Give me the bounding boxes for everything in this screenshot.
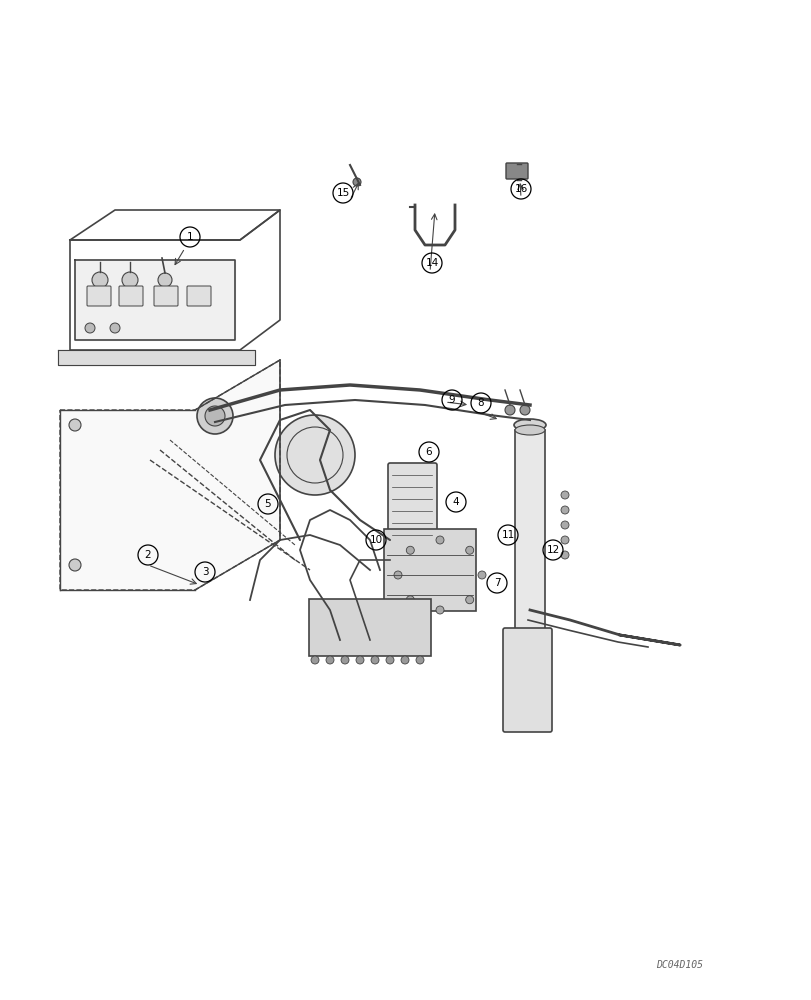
- Circle shape: [393, 571, 401, 579]
- Polygon shape: [58, 350, 255, 365]
- Text: 14: 14: [425, 258, 438, 268]
- Text: 10: 10: [369, 535, 382, 545]
- Circle shape: [466, 546, 473, 554]
- FancyBboxPatch shape: [384, 529, 475, 611]
- Circle shape: [560, 551, 569, 559]
- Circle shape: [341, 656, 349, 664]
- Ellipse shape: [513, 419, 545, 431]
- Polygon shape: [75, 260, 234, 340]
- Circle shape: [519, 405, 530, 415]
- Circle shape: [158, 273, 172, 287]
- Text: 12: 12: [546, 545, 559, 555]
- Text: 15: 15: [336, 188, 350, 198]
- Circle shape: [371, 656, 379, 664]
- Circle shape: [85, 323, 95, 333]
- Circle shape: [325, 656, 333, 664]
- FancyBboxPatch shape: [309, 599, 431, 656]
- Circle shape: [197, 398, 233, 434]
- Circle shape: [353, 178, 361, 186]
- Text: 16: 16: [513, 184, 527, 194]
- Circle shape: [122, 272, 138, 288]
- Circle shape: [406, 546, 414, 554]
- FancyBboxPatch shape: [187, 286, 211, 306]
- FancyBboxPatch shape: [505, 163, 527, 179]
- Circle shape: [415, 656, 423, 664]
- Text: 3: 3: [201, 567, 208, 577]
- Text: 8: 8: [477, 398, 483, 408]
- Text: 2: 2: [144, 550, 151, 560]
- FancyBboxPatch shape: [154, 286, 178, 306]
- FancyBboxPatch shape: [514, 430, 544, 710]
- Circle shape: [401, 656, 409, 664]
- Circle shape: [385, 656, 393, 664]
- Circle shape: [355, 656, 363, 664]
- Circle shape: [560, 491, 569, 499]
- Polygon shape: [60, 360, 280, 590]
- Circle shape: [92, 272, 108, 288]
- Circle shape: [109, 323, 120, 333]
- Circle shape: [436, 606, 444, 614]
- Text: 6: 6: [425, 447, 431, 457]
- Circle shape: [436, 536, 444, 544]
- Text: 11: 11: [500, 530, 514, 540]
- Circle shape: [504, 405, 514, 415]
- FancyBboxPatch shape: [388, 463, 436, 547]
- Circle shape: [560, 506, 569, 514]
- Circle shape: [69, 559, 81, 571]
- Text: 4: 4: [452, 497, 459, 507]
- Text: DC04D105: DC04D105: [655, 960, 702, 970]
- Circle shape: [69, 419, 81, 431]
- FancyBboxPatch shape: [119, 286, 143, 306]
- FancyBboxPatch shape: [87, 286, 111, 306]
- FancyBboxPatch shape: [502, 628, 551, 732]
- Text: 5: 5: [264, 499, 271, 509]
- Circle shape: [466, 596, 473, 604]
- Text: 7: 7: [493, 578, 500, 588]
- Circle shape: [275, 415, 354, 495]
- Text: 9: 9: [448, 395, 455, 405]
- Circle shape: [560, 536, 569, 544]
- Circle shape: [406, 596, 414, 604]
- Circle shape: [560, 521, 569, 529]
- Circle shape: [311, 656, 319, 664]
- Ellipse shape: [514, 425, 544, 435]
- Circle shape: [478, 571, 486, 579]
- Circle shape: [204, 406, 225, 426]
- Text: 1: 1: [187, 232, 193, 242]
